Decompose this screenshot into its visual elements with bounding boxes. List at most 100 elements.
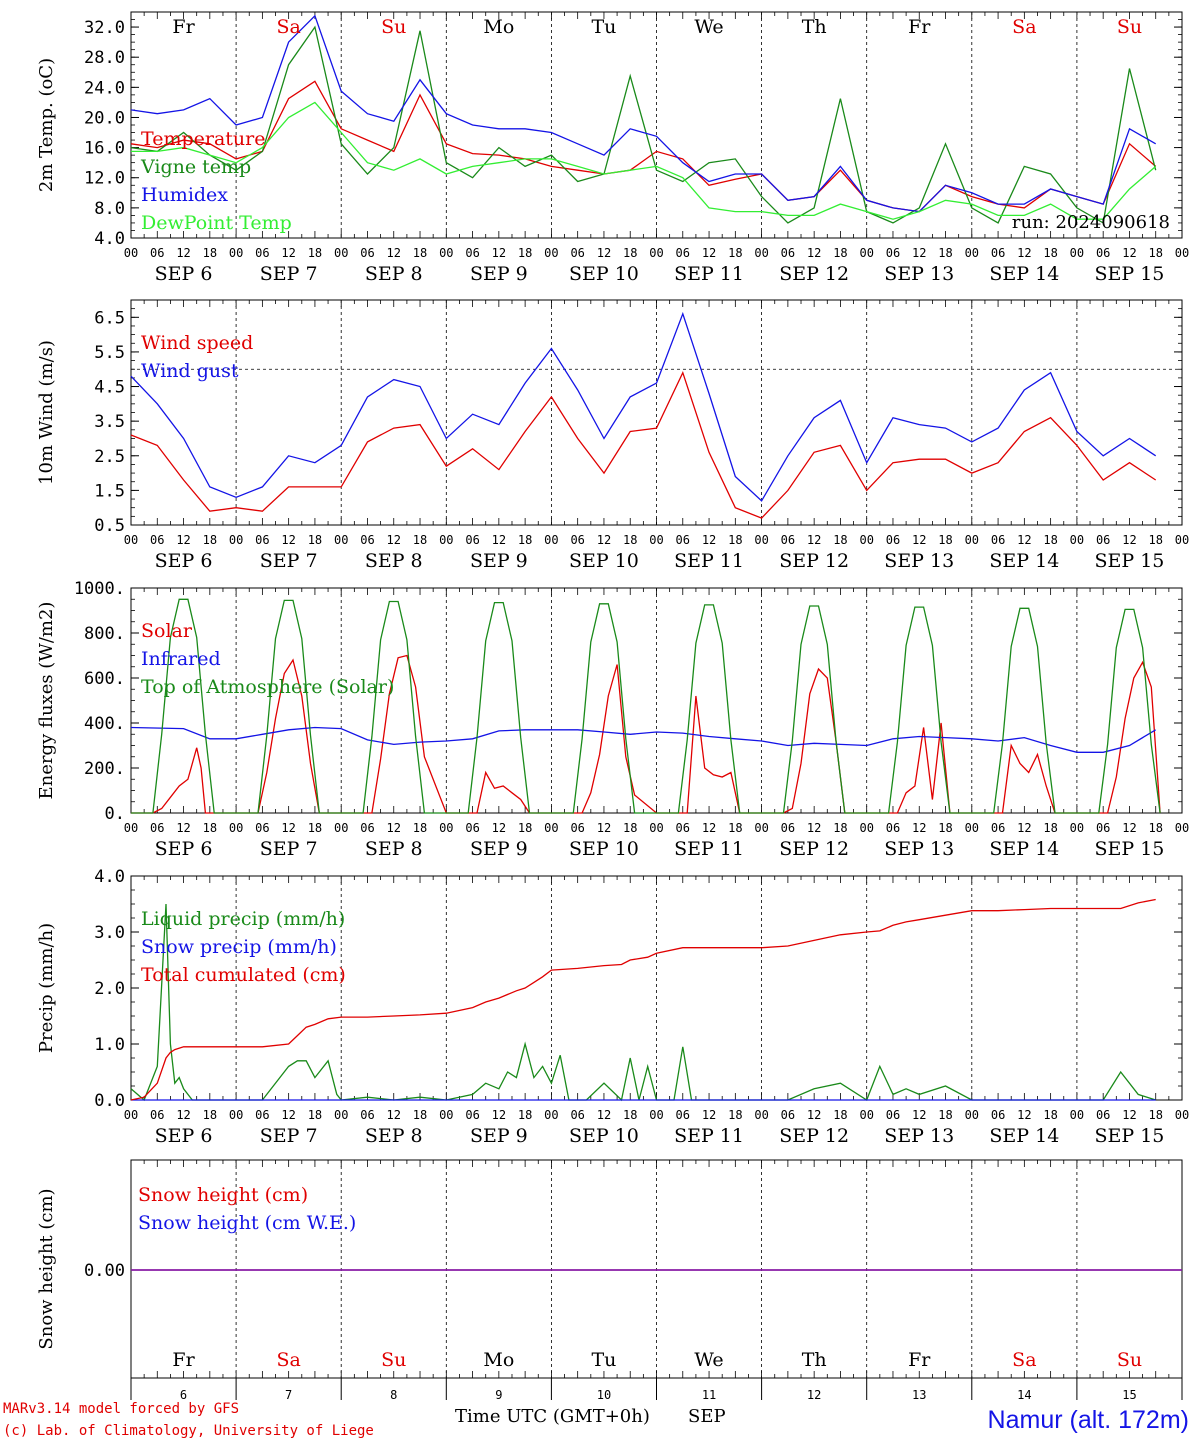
energy-series-blue	[130, 726, 1157, 753]
hour-label: 06	[991, 1108, 1005, 1122]
hour-label: 12	[281, 533, 295, 547]
y-tick-label: 4.0	[94, 867, 125, 887]
date-label: SEP 10	[569, 1125, 639, 1147]
legend-wind-1: Wind gust	[141, 360, 239, 382]
day-name-top: Th	[802, 16, 827, 38]
hour-label: 12	[1122, 533, 1136, 547]
hour-label: 00	[1070, 533, 1084, 547]
y-tick-label: 200.	[84, 759, 125, 779]
hour-label: 06	[150, 1108, 164, 1122]
hour-label: 12	[1122, 1108, 1136, 1122]
hour-label: 18	[938, 533, 952, 547]
hour-label: 18	[518, 821, 532, 835]
day-name-top: Sa	[1012, 16, 1036, 38]
hour-label: 18	[623, 821, 637, 835]
y-tick-label: 800.	[84, 624, 125, 644]
hour-label: 18	[1043, 821, 1057, 835]
date-label: SEP 11	[674, 838, 744, 860]
day-name-top: We	[694, 16, 723, 38]
hour-label: 18	[203, 533, 217, 547]
y-axis-label: Snow height (cm)	[36, 1188, 57, 1349]
hour-label: 18	[1043, 1108, 1057, 1122]
hour-label: 12	[912, 533, 926, 547]
hour-label: 06	[360, 1108, 374, 1122]
hour-label: 06	[676, 821, 690, 835]
wind-series-blue	[130, 311, 1157, 502]
hour-label: 06	[255, 821, 269, 835]
energy-series-green	[131, 598, 1161, 814]
legend-energy-1: Infrared	[141, 648, 221, 670]
hour-label: 18	[833, 1108, 847, 1122]
hour-label: 12	[807, 533, 821, 547]
hour-label: 12	[1017, 533, 1031, 547]
x-axis-label: Time UTC (GMT+0h)	[455, 1406, 650, 1427]
hour-label: 12	[1017, 246, 1031, 260]
day-number: 10	[597, 1388, 611, 1402]
day-name-top: Su	[1117, 16, 1142, 38]
hour-label: 00	[439, 533, 453, 547]
hour-label: 00	[859, 1108, 873, 1122]
date-label: SEP 14	[989, 550, 1059, 572]
hour-label: 00	[124, 1108, 138, 1122]
hour-label: 06	[465, 821, 479, 835]
hour-label: 06	[255, 1108, 269, 1122]
hour-label: 06	[150, 821, 164, 835]
hour-label: 12	[492, 246, 506, 260]
hour-label: 12	[702, 246, 716, 260]
hour-label: 12	[597, 1108, 611, 1122]
hour-label: 06	[886, 246, 900, 260]
hour-label: 06	[150, 533, 164, 547]
legend-precip-1: Snow precip (mm/h)	[141, 936, 337, 958]
date-label: SEP 14	[989, 263, 1059, 285]
hour-label: 06	[781, 533, 795, 547]
legend-wind-0: Wind speed	[141, 332, 253, 354]
hour-label: 00	[544, 533, 558, 547]
credit-line-2: (c) Lab. of Climatology, University of L…	[3, 1423, 374, 1439]
hour-label: 00	[544, 1108, 558, 1122]
hour-label: 18	[308, 533, 322, 547]
y-tick-label: 1.0	[94, 1035, 125, 1055]
day-name-top: Sa	[276, 16, 300, 38]
hour-label: 00	[859, 533, 873, 547]
hour-label: 06	[676, 1108, 690, 1122]
y-tick-label: 1.5	[94, 481, 125, 501]
day-number: 8	[390, 1388, 397, 1402]
temp-series-lightgreen	[131, 101, 1157, 220]
hour-label: 18	[833, 246, 847, 260]
hour-label: 06	[886, 821, 900, 835]
hour-label: 06	[570, 1108, 584, 1122]
date-label: SEP 11	[674, 263, 744, 285]
station-name: Namur (alt. 172m)	[988, 1406, 1189, 1434]
hour-label: 06	[1096, 821, 1110, 835]
hour-label: 12	[387, 246, 401, 260]
hour-label: 18	[308, 246, 322, 260]
hour-label: 06	[255, 533, 269, 547]
hour-label: 18	[938, 246, 952, 260]
hour-label: 12	[1017, 1108, 1031, 1122]
hour-label: 18	[308, 821, 322, 835]
day-number: 12	[807, 1388, 821, 1402]
legend-energy-0: Solar	[141, 620, 193, 642]
y-axis-label: 2m Temp. (oC)	[36, 58, 57, 192]
y-tick-label: 1000.	[74, 579, 125, 599]
credit-line-1: MARv3.14 model forced by GFS	[3, 1401, 239, 1417]
day-name-bottom: Sa	[276, 1349, 300, 1371]
y-axis-label: Energy fluxes (W/m2)	[36, 602, 57, 800]
date-label: SEP 7	[260, 1125, 318, 1147]
date-label: SEP 12	[779, 263, 849, 285]
y-tick-label: 0.5	[94, 516, 125, 536]
hour-label: 00	[1070, 246, 1084, 260]
y-tick-label: 8.0	[94, 199, 125, 219]
date-label: SEP 8	[365, 550, 423, 572]
y-tick-label: 4.0	[94, 229, 125, 249]
hour-label: 12	[492, 533, 506, 547]
day-name-bottom: Su	[381, 1349, 406, 1371]
date-label: SEP 12	[779, 550, 849, 572]
hour-label: 00	[544, 821, 558, 835]
day-number: 6	[180, 1388, 187, 1402]
date-label: SEP 13	[884, 1125, 954, 1147]
y-tick-label: 20.0	[84, 108, 125, 128]
day-number: 7	[285, 1388, 292, 1402]
x-axis-month: SEP	[688, 1406, 726, 1427]
y-tick-label: 16.0	[84, 139, 125, 159]
